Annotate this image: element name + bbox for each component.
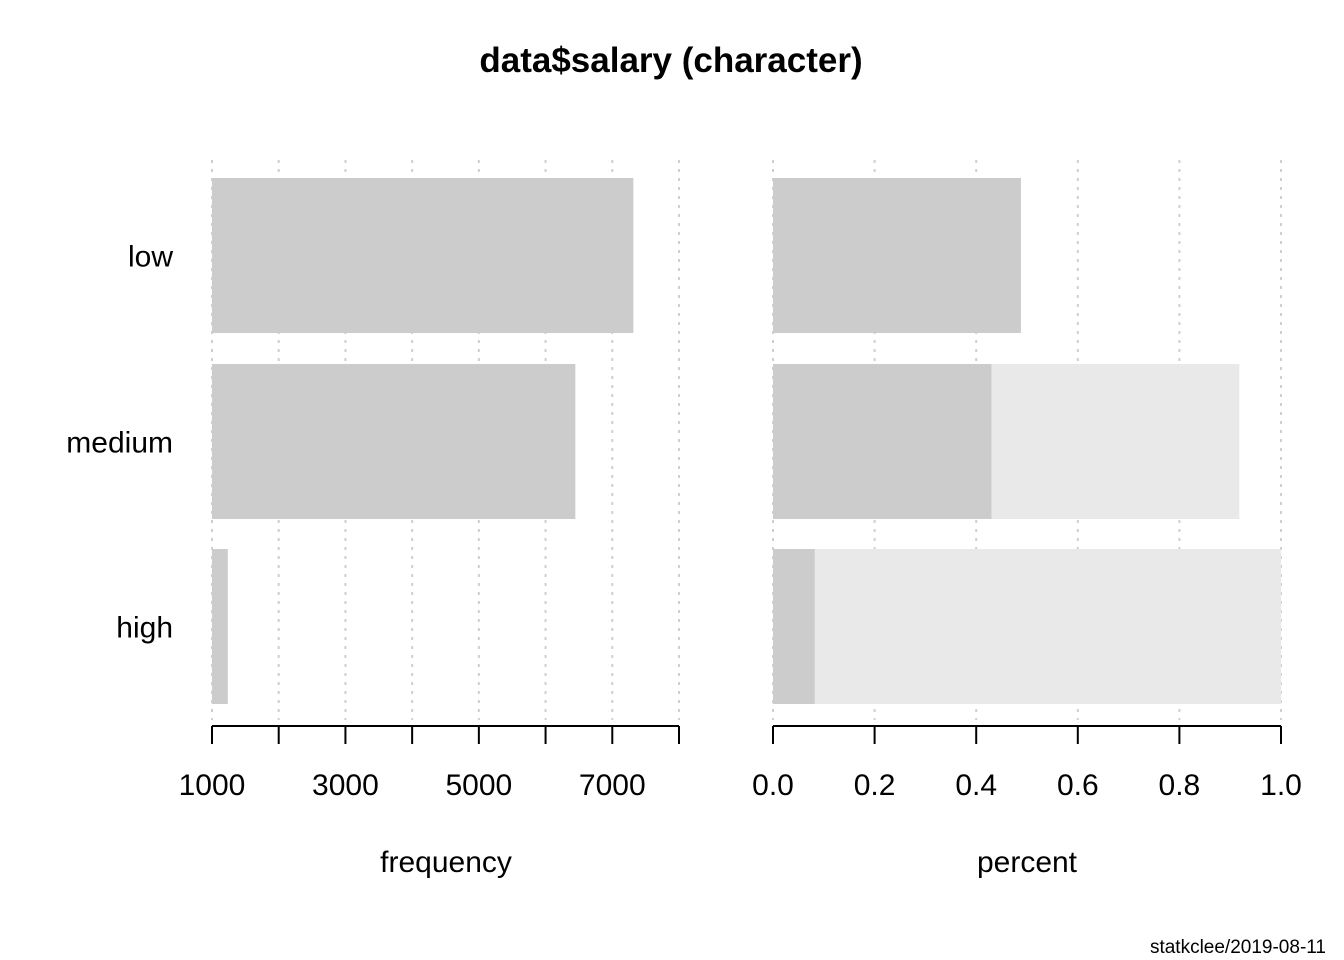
percent-cumulative-bar-high bbox=[773, 549, 1281, 704]
frequency-tick-label-0: 1000 bbox=[179, 769, 246, 802]
category-label-medium: medium bbox=[66, 427, 173, 460]
percent-tick-label-4: 0.8 bbox=[1159, 769, 1201, 802]
percent-axis-label: percent bbox=[977, 846, 1078, 879]
frequency-bar-high bbox=[212, 549, 228, 704]
percent-tick-label-2: 0.4 bbox=[955, 769, 997, 802]
percent-bar-high bbox=[773, 549, 815, 704]
frequency-tick-label-2: 5000 bbox=[445, 769, 512, 802]
percent-bar-medium bbox=[773, 364, 992, 519]
category-labels: low medium high bbox=[66, 241, 173, 645]
frequency-axis: 1000 3000 5000 7000 bbox=[179, 725, 680, 802]
percent-tick-label-0: 0.0 bbox=[752, 769, 794, 802]
frequency-bars bbox=[212, 178, 634, 704]
frequency-tick-label-1: 3000 bbox=[312, 769, 379, 802]
percent-axis: 0.0 0.2 0.4 0.6 0.8 1.0 bbox=[752, 725, 1302, 802]
frequency-axis-label: frequency bbox=[380, 846, 512, 879]
percent-bars bbox=[773, 178, 1021, 704]
chart-title: data$salary (character) bbox=[479, 41, 862, 80]
percent-tick-label-3: 0.6 bbox=[1057, 769, 1099, 802]
category-label-high: high bbox=[116, 612, 173, 645]
frequency-panel: 1000 3000 5000 7000 low medium high frequency bbox=[66, 160, 680, 879]
category-label-low: low bbox=[128, 241, 173, 274]
percent-panel: 0.0 0.2 0.4 0.6 0.8 1.0 percent bbox=[752, 160, 1302, 879]
percent-tick-label-5: 1.0 bbox=[1260, 769, 1302, 802]
frequency-tick-label-3: 7000 bbox=[579, 769, 646, 802]
percent-bar-low bbox=[773, 178, 1021, 333]
footer-credit: statkclee/2019-08-11 bbox=[1150, 937, 1326, 958]
frequency-bar-medium bbox=[212, 364, 576, 519]
percent-tick-label-1: 0.2 bbox=[854, 769, 896, 802]
frequency-bar-low bbox=[212, 178, 634, 333]
